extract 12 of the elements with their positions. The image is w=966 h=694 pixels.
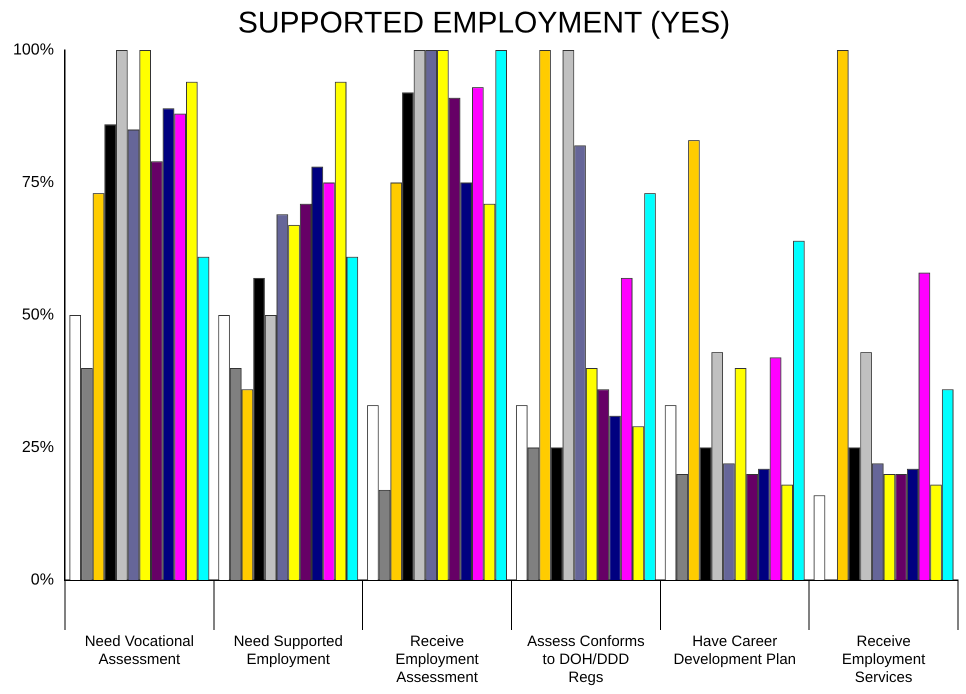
x-tick-label: Need Vocational Assessment xyxy=(84,633,194,668)
y-tick-label: 0% xyxy=(30,571,54,588)
x-tick-label: Have Career Development Plan xyxy=(673,633,796,668)
x-tick-label: Need Supported Employment xyxy=(234,633,343,668)
y-tick-label: 50% xyxy=(22,306,54,324)
y-tick-label: 75% xyxy=(22,174,54,191)
y-tick-label: 25% xyxy=(22,438,54,456)
x-tick-label: Receive Employment Services xyxy=(842,633,926,686)
x-tick-label: Receive Employment Assessment xyxy=(395,633,480,686)
x-tick-label: Assess Conforms to DOH/DDD Regs xyxy=(527,633,645,686)
chart-title: SUPPORTED EMPLOYMENT (YES) xyxy=(238,6,730,40)
y-tick-label: 100% xyxy=(13,41,54,58)
